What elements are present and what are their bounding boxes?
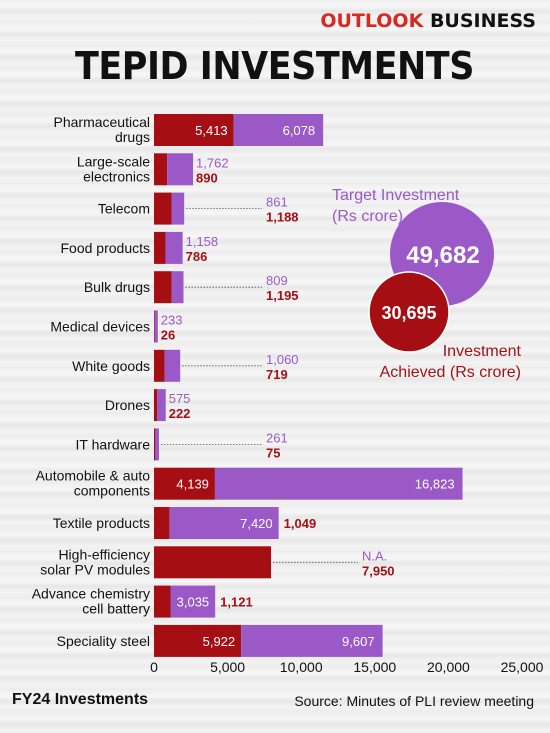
category-label: Textile products: [53, 515, 150, 531]
bar-target: [171, 192, 185, 225]
brand-business: BUSINESS: [429, 10, 536, 32]
achieved-total-unit: Achieved (Rs crore): [380, 364, 521, 381]
bar-achieved: [154, 114, 234, 146]
category-label: Food products: [61, 240, 151, 256]
category-label: cell battery: [82, 601, 150, 617]
bar-target: [167, 153, 194, 186]
data-label-target: 3,035: [177, 595, 210, 610]
data-label-achieved: 4,139: [176, 477, 209, 492]
category-label: Speciality steel: [57, 633, 150, 649]
data-label-target: 1,060: [266, 352, 299, 367]
data-label-target: 575: [169, 391, 191, 406]
category-label: Medical devices: [50, 319, 150, 335]
chart-title: TEPID INVESTMENTS: [75, 44, 474, 88]
data-label-target: 9,607: [342, 634, 375, 649]
data-label-achieved: 5,922: [203, 634, 236, 649]
bar-target: [233, 114, 324, 146]
category-label: Automobile & auto: [36, 468, 151, 484]
bar-achieved: [154, 546, 272, 579]
category-label: High-efficiency: [58, 546, 150, 562]
data-label-achieved: 1,121: [220, 595, 253, 610]
data-label-achieved: 222: [169, 406, 191, 421]
data-label-achieved: 7,950: [362, 563, 395, 578]
brand-logo: OUTLOOK BUSINESS: [286, 10, 536, 32]
target-total-unit: (Rs crore): [332, 208, 403, 225]
brand-outlook: OUTLOOK: [320, 10, 424, 32]
data-label-achieved: 719: [266, 367, 288, 382]
bar-target: [241, 624, 383, 657]
data-label-target: 7,420: [240, 516, 273, 531]
source-note: Source: Minutes of PLI review meeting: [294, 693, 534, 709]
data-label-target: N.A.: [362, 548, 387, 563]
bar-achieved: [154, 624, 242, 657]
data-label-target: 809: [266, 273, 288, 288]
category-label: White goods: [72, 358, 150, 374]
data-label-achieved: 1,049: [284, 516, 317, 531]
data-label-achieved: 1,188: [266, 210, 299, 225]
category-label: Advance chemistry: [32, 586, 150, 602]
category-label: Drones: [105, 397, 150, 413]
data-label-achieved: 26: [161, 328, 175, 343]
bar-target: [170, 585, 216, 618]
achieved-total-label: Investment: [443, 343, 522, 360]
bar-achieved: [154, 192, 172, 225]
footer-caption: FY24 Investments: [12, 691, 149, 708]
bar-target: [165, 231, 183, 264]
bar-achieved: [154, 389, 158, 422]
category-label: components: [74, 483, 150, 499]
bar-achieved: [154, 585, 171, 618]
data-label-target: 16,823: [415, 477, 455, 492]
category-label: IT hardware: [76, 436, 151, 452]
x-tick-label: 20,000: [427, 659, 470, 675]
category-label: Pharmaceutical: [54, 114, 151, 130]
bar-target: [171, 271, 184, 304]
bar-achieved: [154, 153, 168, 186]
data-label-achieved: 1,195: [266, 288, 299, 303]
data-label-target: 861: [266, 195, 288, 210]
bar-target: [214, 467, 463, 500]
category-label: Bulk drugs: [84, 279, 150, 295]
data-label-achieved: 5,413: [195, 123, 228, 138]
bar-achieved: [154, 349, 165, 382]
bar-achieved: [154, 507, 170, 539]
data-label-target: 6,078: [283, 123, 316, 138]
data-label-achieved: 890: [196, 170, 218, 185]
category-label: drugs: [115, 129, 150, 145]
bar-achieved: [154, 467, 215, 500]
bar-achieved: [154, 428, 156, 461]
achieved-total-value: 30,695: [381, 303, 436, 323]
data-label-target: 1,762: [196, 155, 229, 170]
bar-target: [154, 310, 158, 343]
bar-achieved: [154, 231, 166, 264]
x-tick-label: 25,000: [501, 659, 544, 675]
bar-target: [157, 389, 166, 422]
category-label: Telecom: [98, 201, 150, 217]
category-label: Large-scale: [77, 153, 150, 169]
target-total-value: 49,682: [406, 242, 479, 269]
data-label-achieved: 786: [186, 249, 208, 264]
x-tick-label: 15,000: [353, 659, 396, 675]
bar-achieved: [154, 271, 172, 304]
data-label-target: 233: [161, 313, 183, 328]
bar-target: [164, 349, 181, 382]
target-total-label: Target Investment: [332, 187, 460, 204]
data-label-target: 1,158: [186, 234, 219, 249]
x-tick-label: 0: [150, 659, 158, 675]
data-label-target: 261: [266, 430, 288, 445]
bar-target: [155, 428, 159, 461]
achieved-total-bubble: [368, 271, 450, 353]
category-label: electronics: [83, 168, 150, 184]
category-label: solar PV modules: [40, 561, 150, 577]
x-tick-label: 10,000: [280, 659, 323, 675]
x-tick-label: 5,000: [210, 659, 245, 675]
data-label-achieved: 75: [266, 445, 280, 460]
bar-target: [169, 507, 279, 539]
